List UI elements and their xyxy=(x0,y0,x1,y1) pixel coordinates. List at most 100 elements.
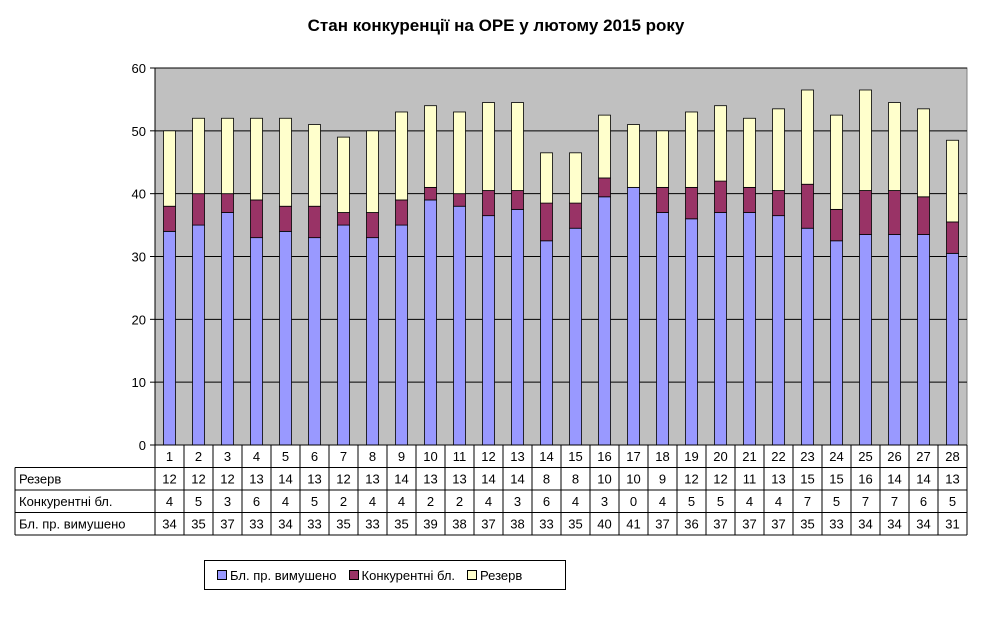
bar-segment-forced xyxy=(221,212,234,446)
bar-segment-forced xyxy=(424,199,437,446)
bar-segment-reserve xyxy=(221,117,234,195)
table-cell: 34 xyxy=(162,517,176,532)
table-cell: 7 xyxy=(804,494,811,509)
bar-segment-competitive xyxy=(656,186,669,213)
table-row-label: Резерв xyxy=(19,472,61,487)
bar-segment-competitive xyxy=(569,202,582,229)
table-cell: 34 xyxy=(278,517,292,532)
bar-segment-competitive xyxy=(221,193,234,213)
table-cell: 13 xyxy=(423,472,437,487)
bar-segment-forced xyxy=(946,252,959,446)
bar-segment-reserve xyxy=(743,117,756,188)
table-cell: 13 xyxy=(307,472,321,487)
bar-segment-reserve xyxy=(569,152,582,204)
legend-label-forced: Бл. пр. вимушено xyxy=(230,567,337,583)
table-cell: 4 xyxy=(485,494,492,509)
bar-segment-competitive xyxy=(308,205,321,239)
table-cell: 8 xyxy=(572,472,579,487)
table-cell: 12 xyxy=(162,472,176,487)
bar-segment-reserve xyxy=(308,124,321,207)
bar-segment-reserve xyxy=(453,111,466,195)
legend-item-reserve: Резерв xyxy=(467,568,522,583)
bar-segment-forced xyxy=(366,237,379,446)
table-cell: 14 xyxy=(887,472,901,487)
table-cell: 13 xyxy=(771,472,785,487)
legend-label-competitive: Конкурентні бл. xyxy=(361,567,456,583)
table-cell: 37 xyxy=(713,517,727,532)
table-cell: 3 xyxy=(601,494,608,509)
table-cell: 36 xyxy=(684,517,698,532)
table-cell: 10 xyxy=(597,472,611,487)
bar-segment-forced xyxy=(859,234,872,446)
y-tick-label: 30 xyxy=(132,250,146,265)
table-cell: 37 xyxy=(220,517,234,532)
bar-segment-forced xyxy=(598,196,611,446)
table-cell: 4 xyxy=(369,494,376,509)
table-cell: 11 xyxy=(743,472,757,487)
table-cell: 4 xyxy=(746,494,753,509)
table-cell: 33 xyxy=(249,517,263,532)
bar-segment-competitive xyxy=(714,180,727,213)
x-tick-label: 19 xyxy=(684,449,698,464)
x-tick-label: 23 xyxy=(800,449,814,464)
table-cell: 41 xyxy=(626,517,640,532)
bar-segment-competitive xyxy=(337,212,350,226)
x-tick-label: 11 xyxy=(453,449,467,464)
bar-segment-forced xyxy=(279,230,292,446)
x-tick-label: 12 xyxy=(481,449,495,464)
x-tick-label: 2 xyxy=(195,449,202,464)
x-tick-label: 1 xyxy=(166,449,173,464)
table-cell: 31 xyxy=(945,517,959,532)
bar-segment-competitive xyxy=(279,205,292,232)
bar-segment-forced xyxy=(192,224,205,446)
bar-segment-reserve xyxy=(482,102,495,191)
x-tick-label: 3 xyxy=(224,449,231,464)
table-cell: 4 xyxy=(166,494,173,509)
table-cell: 5 xyxy=(688,494,695,509)
y-tick-label: 50 xyxy=(132,124,146,139)
bar-segment-competitive xyxy=(917,196,930,235)
table-cell: 6 xyxy=(253,494,260,509)
x-tick-label: 8 xyxy=(369,449,376,464)
bar-segment-forced xyxy=(569,227,582,446)
bar-segment-reserve xyxy=(859,89,872,191)
bar-segment-forced xyxy=(801,227,814,446)
table-cell: 37 xyxy=(771,517,785,532)
bar-segment-competitive xyxy=(772,190,785,217)
bar-segment-reserve xyxy=(830,114,843,210)
table-cell: 35 xyxy=(191,517,205,532)
table-cell: 5 xyxy=(833,494,840,509)
table-cell: 13 xyxy=(249,472,263,487)
x-tick-label: 18 xyxy=(655,449,669,464)
bar-segment-competitive xyxy=(453,193,466,207)
x-tick-label: 9 xyxy=(398,449,405,464)
table-cell: 4 xyxy=(775,494,782,509)
table-cell: 10 xyxy=(626,472,640,487)
bar-segment-forced xyxy=(482,215,495,446)
bar-segment-reserve xyxy=(801,89,814,185)
bar-segment-forced xyxy=(250,237,263,446)
bar-segment-competitive xyxy=(743,186,756,213)
table-row-label: Конкурентні бл. xyxy=(19,494,113,509)
bar-segment-forced xyxy=(627,186,640,446)
y-tick-label: 60 xyxy=(132,61,146,76)
table-cell: 14 xyxy=(481,472,495,487)
legend: Бл. пр. вимушено Конкурентні бл. Резерв xyxy=(204,560,566,590)
bar-segment-reserve xyxy=(424,105,437,188)
bar-segment-forced xyxy=(830,240,843,446)
table-cell: 12 xyxy=(191,472,205,487)
bar-segment-forced xyxy=(395,224,408,446)
bar-segment-forced xyxy=(743,212,756,446)
x-tick-label: 7 xyxy=(340,449,347,464)
table-cell: 6 xyxy=(920,494,927,509)
bar-segment-competitive xyxy=(424,186,437,201)
table-cell: 37 xyxy=(742,517,756,532)
bar-segment-competitive xyxy=(888,190,901,235)
table-cell: 33 xyxy=(307,517,321,532)
table-cell: 9 xyxy=(659,472,666,487)
bar-segment-reserve xyxy=(540,152,553,204)
x-tick-label: 17 xyxy=(626,449,640,464)
bar-segment-reserve xyxy=(279,117,292,207)
bar-segment-reserve xyxy=(598,114,611,179)
bar-segment-forced xyxy=(540,240,553,446)
